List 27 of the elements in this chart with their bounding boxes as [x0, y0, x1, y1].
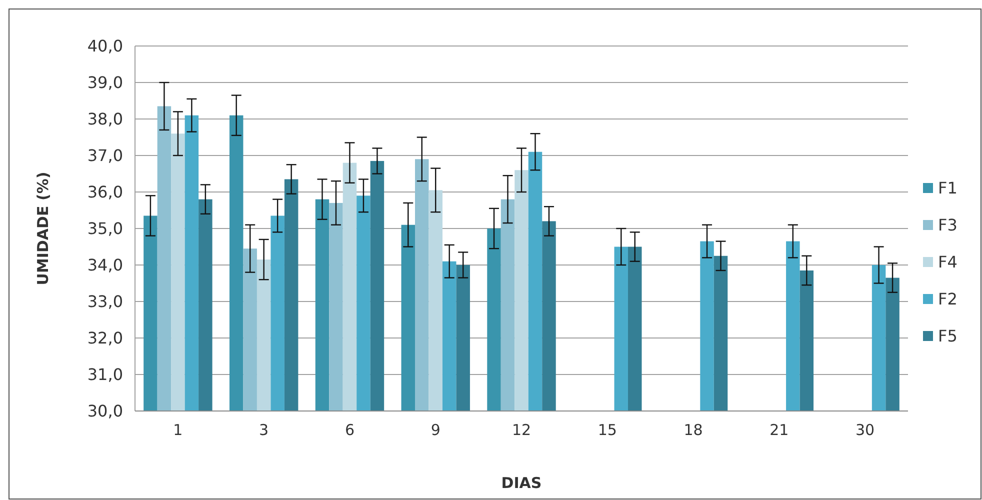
y-axis-title: UMIDADE (%) [34, 172, 52, 286]
x-axis-title: DIAS [501, 474, 542, 492]
x-tick-label: 9 [430, 421, 440, 439]
x-tick-label: 18 [684, 421, 703, 439]
y-tick-label: 35,0 [87, 219, 123, 238]
legend-label: F3 [938, 216, 958, 235]
y-tick-label: 31,0 [87, 365, 123, 384]
y-tick-label: 38,0 [87, 110, 123, 129]
x-tick-label: 15 [598, 421, 617, 439]
y-tick-label: 39,0 [87, 73, 123, 92]
x-tick-label: 1 [173, 421, 183, 439]
legend-label: F5 [938, 326, 958, 346]
x-tick-label: 30 [856, 421, 875, 439]
legend-label: F2 [938, 290, 958, 309]
x-tick-label: 12 [512, 421, 532, 439]
x-tick-label: 3 [259, 421, 269, 439]
y-tick-label: 33,0 [87, 292, 123, 312]
y-tick-label: 30,0 [87, 402, 123, 421]
y-tick-label: 32,0 [87, 328, 123, 348]
y-tick-label: 34,0 [87, 256, 123, 275]
y-tick-label: 37,0 [87, 146, 123, 166]
x-tick-label: 21 [770, 421, 789, 439]
y-tick-label: 40,0 [87, 36, 123, 56]
y-tick-label: 36,0 [87, 182, 123, 202]
legend-label: F1 [938, 178, 958, 198]
x-tick-label: 6 [344, 421, 354, 439]
legend-label: F4 [938, 252, 958, 272]
